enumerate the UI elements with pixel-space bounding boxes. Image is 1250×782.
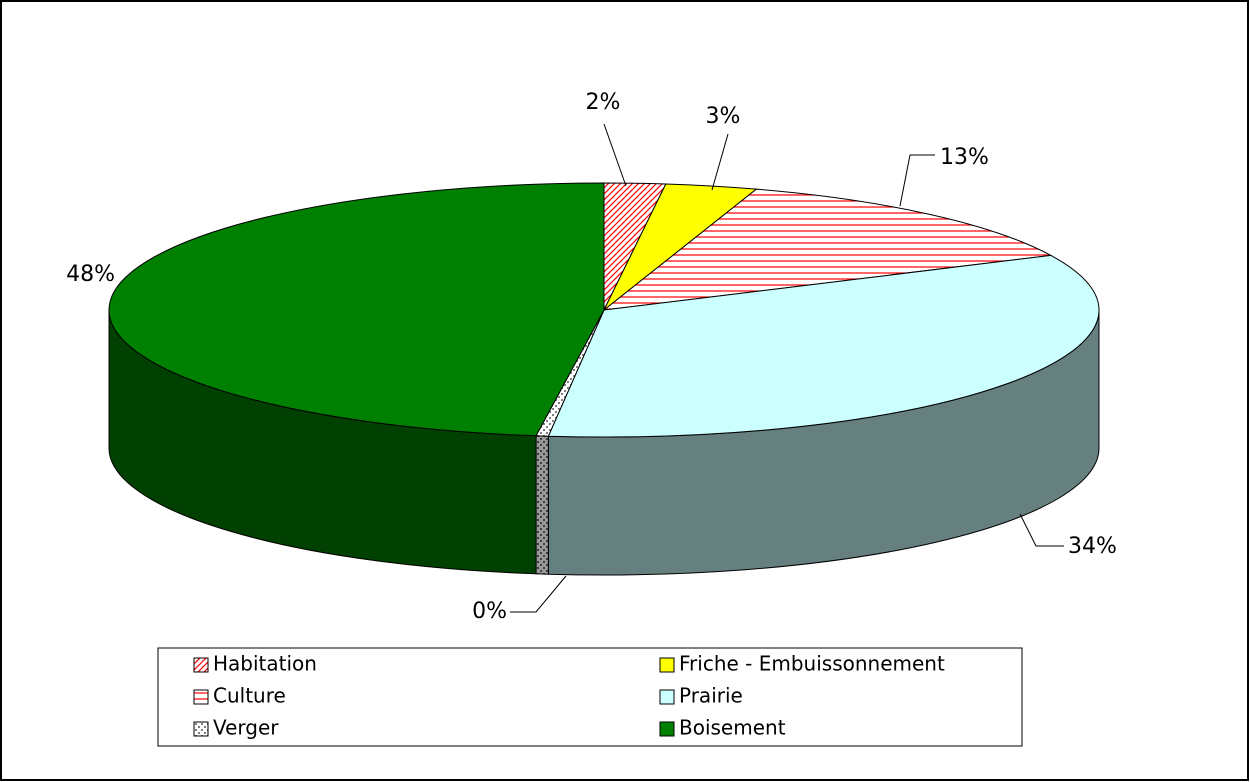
leader-line	[711, 133, 729, 191]
data-label: 13%	[940, 145, 989, 170]
slice-side	[535, 435, 549, 575]
leader-line	[603, 123, 627, 187]
legend-swatch	[193, 657, 209, 673]
legend-swatch	[193, 721, 209, 737]
legend-box	[157, 647, 1023, 747]
slice	[108, 182, 605, 437]
legend-label: Prairie	[679, 684, 743, 708]
data-label: 0%	[472, 599, 507, 624]
legend-label: Boisement	[679, 716, 786, 740]
leader-line	[510, 575, 567, 613]
legend-label: Habitation	[213, 652, 317, 676]
slice	[602, 188, 1053, 311]
slice	[547, 254, 1100, 438]
leader-line	[1019, 513, 1064, 547]
legend-swatch	[659, 657, 675, 673]
data-label: 48%	[66, 262, 115, 287]
legend-label: Verger	[213, 716, 279, 740]
data-label: 3%	[706, 104, 741, 129]
legend-label: Culture	[213, 684, 286, 708]
data-label: 2%	[586, 90, 621, 115]
legend-swatch	[193, 689, 209, 705]
legend-swatch	[659, 721, 675, 737]
data-label: 34%	[1068, 534, 1117, 559]
legend-label: Friche - Embuissonnement	[679, 652, 945, 676]
legend-swatch	[659, 689, 675, 705]
leader-line	[899, 154, 935, 207]
